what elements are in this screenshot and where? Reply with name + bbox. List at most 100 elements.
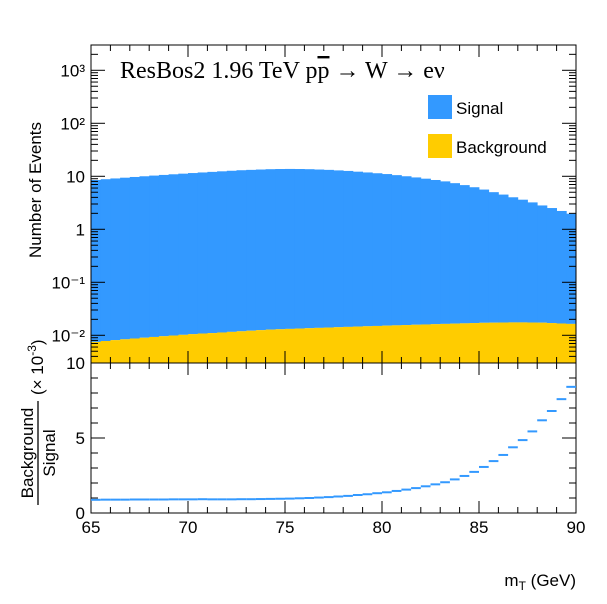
signal-bar (323, 169, 334, 328)
signal-bar (275, 169, 286, 330)
background-bar (246, 330, 257, 363)
x-tick-label: 90 (567, 518, 586, 537)
background-bar (449, 323, 460, 363)
signal-bar (556, 210, 567, 324)
background-bar (401, 325, 412, 363)
bottom-y-axis-title: Background Signal (× 10-3) (18, 339, 59, 505)
signal-bar (120, 177, 131, 340)
signal-bar (343, 170, 354, 327)
bottom-y-ticks: 0 5 10 (66, 354, 576, 523)
background-bar (314, 327, 325, 363)
legend-label-background: Background (456, 138, 547, 157)
x-tick-label: 70 (179, 518, 198, 537)
signal-bar (382, 174, 393, 326)
background-bar (139, 337, 150, 363)
signal-bar (498, 194, 509, 323)
signal-bar (188, 173, 199, 335)
signal-bar (168, 174, 179, 336)
pbar-symbol: p (317, 58, 329, 84)
signal-bar (430, 179, 441, 325)
background-bar (158, 336, 169, 363)
y-tick-label: 5 (76, 429, 85, 448)
bottom-x-ticks: 65 70 75 80 85 90 (82, 363, 586, 537)
ratio-scale: (× 10-3) (25, 339, 47, 395)
top-y-ticks: 10⁻² 10⁻¹ 1 10 10² 10³ (51, 44, 576, 364)
signal-bar (401, 176, 412, 326)
signal-bar (479, 189, 490, 323)
signal-bar (391, 175, 402, 326)
y-tick-label: 10⁻² (51, 326, 85, 345)
signal-bar (265, 169, 276, 330)
signal-bar (158, 174, 169, 337)
background-bar (178, 334, 189, 363)
legend-swatch-signal (428, 95, 452, 119)
y-tick-label: 10 (66, 167, 85, 186)
background-bar (546, 323, 557, 363)
signal-bar (420, 178, 431, 325)
signal-bar (91, 180, 102, 342)
signal-bar (488, 192, 499, 323)
top-panel: 10⁻² 10⁻¹ 1 10 10² 10³ ResBos2 1.96 TeV pp → … (26, 44, 577, 364)
background-bar (382, 325, 393, 363)
signal-bar (352, 171, 363, 327)
signal-bar (449, 183, 460, 324)
signal-bar (517, 199, 528, 323)
signal-bar (110, 178, 121, 341)
x-tick-label: 65 (82, 518, 101, 537)
signal-bar (537, 205, 548, 323)
background-bar (411, 324, 422, 363)
background-bar (469, 323, 480, 363)
x-tick-label: 85 (470, 518, 489, 537)
signal-bar (129, 176, 140, 339)
signal-bar (236, 170, 247, 332)
x-tick-label: 75 (276, 518, 295, 537)
background-bar (488, 322, 499, 363)
x-tick-label: 80 (373, 518, 392, 537)
signal-bar (440, 181, 451, 324)
background-bar (91, 341, 102, 363)
signal-bar (546, 208, 557, 324)
signal-bar (411, 177, 422, 325)
bottom-panel: 0 5 10 65 70 75 80 85 90 Background Signal (× 1… (18, 339, 585, 593)
background-bar (168, 335, 179, 363)
signal-bar (333, 170, 344, 328)
signal-bar (304, 169, 315, 329)
background-bar (188, 334, 199, 363)
signal-bar (226, 170, 237, 332)
plot-title: ResBos2 1.96 TeV pp → W → eν (120, 58, 445, 84)
background-bar (265, 329, 276, 363)
background-bar (207, 333, 218, 363)
background-bar (236, 331, 247, 363)
top-y-axis-title: Number of Events (26, 122, 45, 258)
background-bar (479, 322, 490, 363)
signal-bar (217, 171, 228, 333)
background-bar (149, 336, 160, 363)
legend-label-signal: Signal (456, 99, 503, 118)
background-bar (120, 339, 131, 363)
signal-bar (207, 171, 218, 334)
top-x-ticks (90, 45, 577, 363)
y-tick-label: 10 (66, 354, 85, 373)
signal-bar (459, 185, 470, 324)
ratio-line (91, 385, 576, 501)
signal-bar (508, 197, 519, 323)
y-tick-label: 10⁻¹ (51, 273, 85, 292)
background-bar (420, 324, 431, 363)
background-bar (255, 330, 266, 363)
signal-bar (246, 169, 257, 331)
background-bar (517, 322, 528, 363)
background-bar (110, 340, 121, 363)
ratio-denominator: Signal (40, 429, 59, 476)
y-tick-label: 0 (76, 504, 85, 523)
background-bar (537, 322, 548, 363)
background-bar (129, 338, 140, 363)
signal-bar (197, 172, 208, 334)
background-bar (275, 329, 286, 363)
ratio-numerator: Background (18, 408, 37, 499)
signal-bar (149, 175, 160, 337)
legend-swatch-background (428, 134, 452, 158)
background-bar (508, 322, 519, 363)
background-bar (498, 322, 509, 363)
signal-bar (294, 169, 305, 329)
